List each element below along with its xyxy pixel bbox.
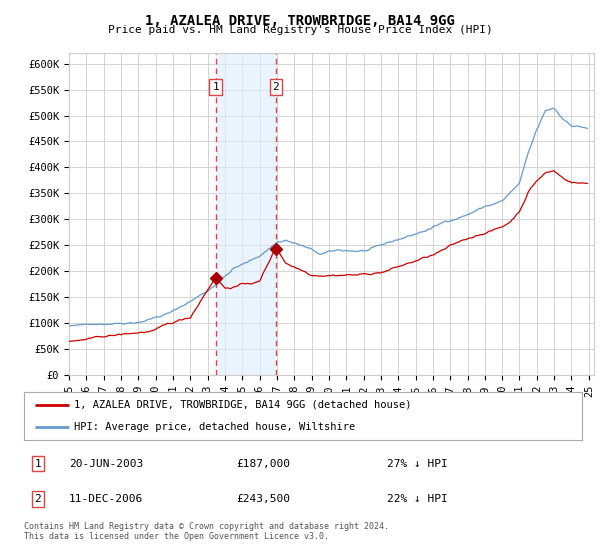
Text: 20-JUN-2003: 20-JUN-2003 bbox=[68, 459, 143, 469]
Text: 1, AZALEA DRIVE, TROWBRIDGE, BA14 9GG (detached house): 1, AZALEA DRIVE, TROWBRIDGE, BA14 9GG (d… bbox=[74, 400, 412, 410]
Bar bbox=[215, 53, 276, 375]
Text: 1, AZALEA DRIVE, TROWBRIDGE, BA14 9GG: 1, AZALEA DRIVE, TROWBRIDGE, BA14 9GG bbox=[145, 14, 455, 28]
Text: Price paid vs. HM Land Registry's House Price Index (HPI): Price paid vs. HM Land Registry's House … bbox=[107, 25, 493, 35]
Text: Contains HM Land Registry data © Crown copyright and database right 2024.
This d: Contains HM Land Registry data © Crown c… bbox=[24, 522, 389, 542]
Text: 11-DEC-2006: 11-DEC-2006 bbox=[68, 494, 143, 504]
Text: 2: 2 bbox=[35, 494, 41, 504]
Text: 1: 1 bbox=[212, 82, 219, 92]
Text: 22% ↓ HPI: 22% ↓ HPI bbox=[387, 494, 448, 504]
Text: £243,500: £243,500 bbox=[236, 494, 290, 504]
Text: 2: 2 bbox=[272, 82, 279, 92]
Text: 27% ↓ HPI: 27% ↓ HPI bbox=[387, 459, 448, 469]
Text: 1: 1 bbox=[35, 459, 41, 469]
Text: £187,000: £187,000 bbox=[236, 459, 290, 469]
Text: HPI: Average price, detached house, Wiltshire: HPI: Average price, detached house, Wilt… bbox=[74, 422, 355, 432]
